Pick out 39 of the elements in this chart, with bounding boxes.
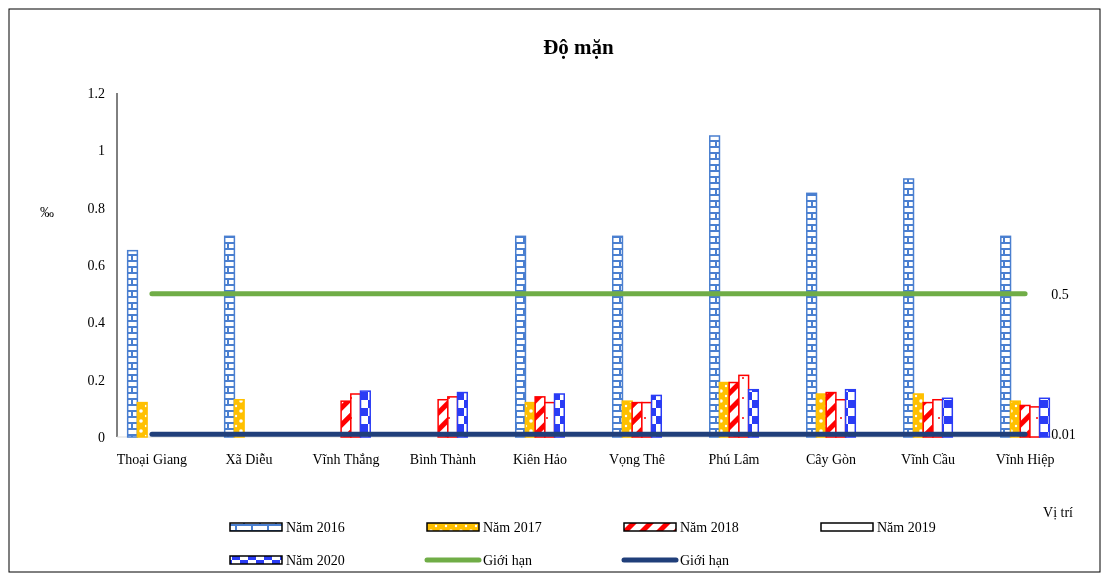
x-tick-label: Xã Diễu: [225, 452, 273, 467]
bar: [514, 235, 527, 438]
x-tick-label: Cây Gòn: [805, 452, 857, 467]
legend-label: Giới hạn: [680, 553, 730, 568]
y-tick-label: 0.4: [87, 315, 105, 331]
y-tick-label: 1: [98, 143, 105, 159]
x-tick-label: Vĩnh Cầu: [901, 452, 956, 467]
y-tick-label: 1.2: [87, 86, 105, 101]
bar: [1000, 235, 1012, 438]
bar: [709, 135, 721, 438]
legend-label: Giới hạn: [483, 553, 533, 568]
data-label: 0.5: [1051, 286, 1069, 302]
y-tick-label: 0.2: [87, 372, 105, 388]
legend-label: Năm 2016: [286, 520, 345, 535]
x-tick-label: Bình Thành: [409, 452, 477, 467]
bar: [903, 178, 915, 438]
x-tick-label: Vĩnh Thắng: [312, 452, 380, 467]
bar: [1038, 397, 1051, 438]
x-tick-label: Vĩnh Hiệp: [995, 452, 1055, 467]
data-label: 0.01: [1051, 427, 1076, 443]
bar: [612, 235, 624, 438]
bar: [126, 249, 139, 438]
x-axis-title: Vị trí: [1043, 505, 1074, 520]
bar: [806, 192, 818, 438]
legend-label: Năm 2019: [877, 520, 936, 535]
bar: [136, 401, 148, 438]
x-tick-label: Vọng Thê: [608, 452, 666, 467]
legend-label: Năm 2020: [286, 553, 345, 568]
chart-title: Độ mặn: [543, 35, 615, 59]
bar: [223, 235, 236, 438]
y-tick-label: 0.8: [87, 200, 105, 216]
legend-label: Năm 2017: [483, 520, 542, 535]
x-tick-label: Phú Lâm: [708, 452, 760, 467]
x-tick-label: Thoại Giang: [116, 452, 188, 467]
x-tick-label: Kiên Hảo: [512, 452, 568, 467]
legend-label: Năm 2018: [680, 520, 739, 535]
y-axis-title: ‰: [40, 205, 54, 220]
y-tick-label: 0.6: [87, 258, 105, 273]
y-tick-label: 0: [98, 430, 105, 445]
